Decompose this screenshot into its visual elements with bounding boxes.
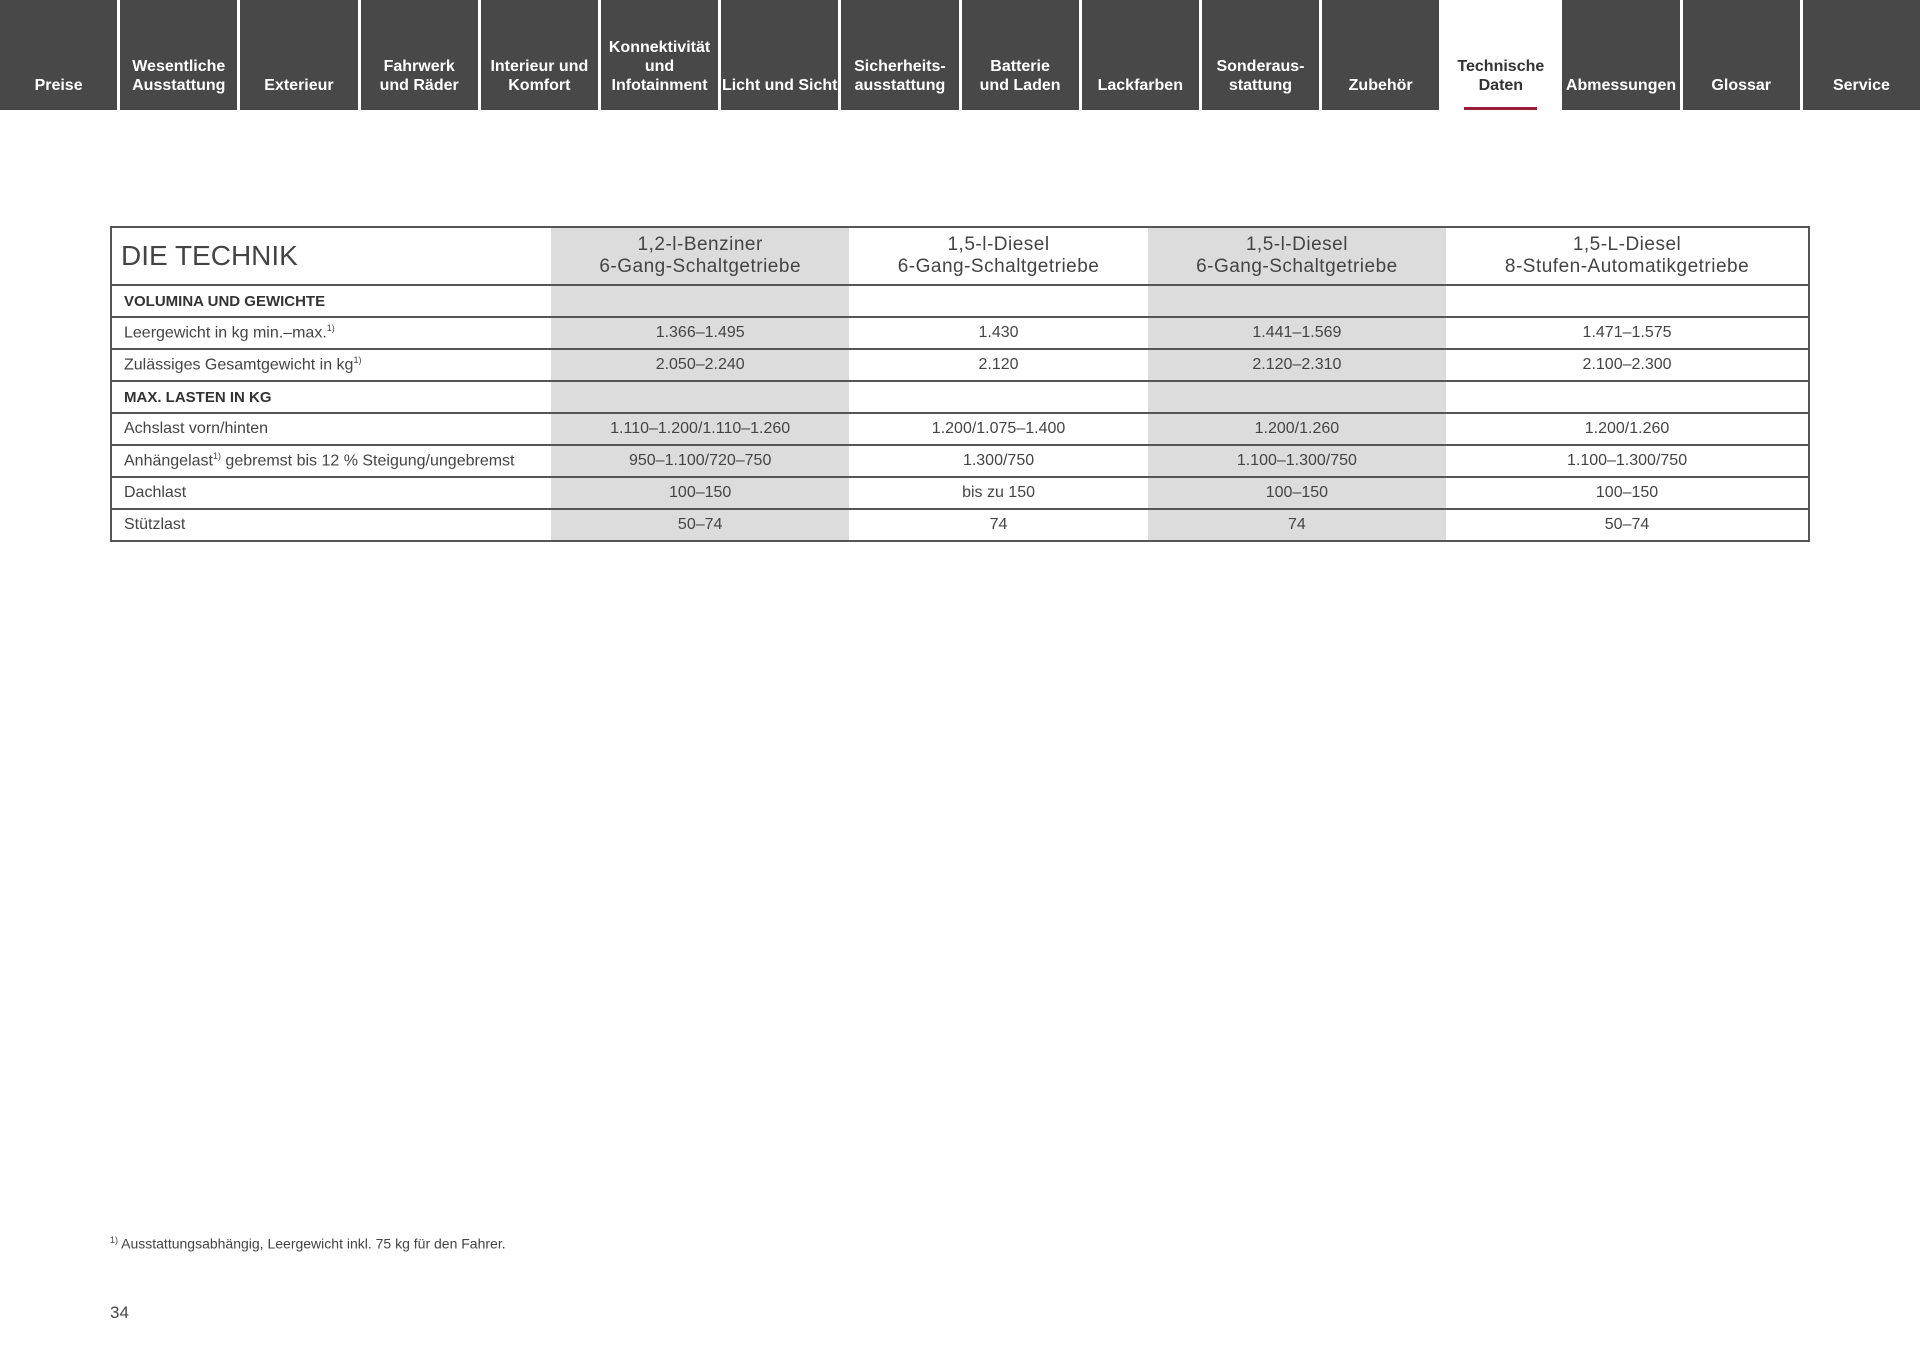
tab-technische[interactable]: Technische Daten [1442, 0, 1560, 110]
row-label: VOLUMINA UND GEWICHTE [111, 284, 551, 317]
table-cell: 100–150 [551, 476, 850, 509]
tab-fahrwerk[interactable]: Fahrwerk und Räder [360, 0, 478, 110]
row-label: Dachlast [111, 476, 551, 509]
table-cell: 74 [849, 508, 1148, 541]
tab-lackfarben[interactable]: Lackfarben [1081, 0, 1199, 110]
table-row: Achslast vorn/hinten 1.110–1.200/1.110–1.… [111, 412, 1809, 445]
table-cell: 50–74 [551, 508, 850, 541]
column-header: 1,5-l-Diesel 6-Gang-Schaltgetriebe [1147, 227, 1447, 285]
tab-sicherheits-[interactable]: Sicherheits- ausstattung [841, 0, 959, 110]
footnote: 1) Ausstattungsabhängig, Leergewicht ink… [110, 1235, 506, 1252]
column-header: 1,5-l-Diesel 6-Gang-Schaltgetriebe [897, 234, 1100, 277]
table-cell: 1.441–1.569 [1147, 316, 1447, 349]
table-cell: 1.110–1.200/1.110–1.260 [551, 412, 850, 445]
section-row: VOLUMINA UND GEWICHTE [111, 284, 1809, 317]
table-title: DIE TECHNIK [121, 240, 298, 271]
table-cell: 100–150 [1147, 476, 1447, 509]
row-label: Achslast vorn/hinten [111, 412, 551, 445]
row-label: Leergewicht in kg min.–max.1) [111, 316, 551, 349]
tab-service[interactable]: Service [1802, 0, 1920, 110]
table-cell: 1.100–1.300/750 [1147, 444, 1447, 477]
tab-batterie[interactable]: Batterie und Laden [961, 0, 1079, 110]
table-cell [1147, 284, 1447, 317]
table-cell: 74 [1147, 508, 1447, 541]
table-cell: 950–1.100/720–750 [551, 444, 850, 477]
table-cell: 1.366–1.495 [551, 316, 850, 349]
column-header: 1,5-L-Diesel 8-Stufen-Automatikgetriebe [1504, 234, 1750, 277]
row-label: Stützlast [111, 508, 551, 541]
row-label: Anhängelast1) gebremst bis 12 % Steigung… [111, 444, 551, 477]
table-cell: 50–74 [1446, 508, 1809, 541]
table-cell: 1.430 [849, 316, 1148, 349]
tab-preise[interactable]: Preise [0, 0, 118, 110]
table-cell: 1.300/750 [849, 444, 1148, 477]
table-cell: 2.120 [849, 348, 1148, 381]
table-row: Stützlast 50–74 74 74 50–74 [111, 508, 1809, 541]
tab-abmessungen[interactable]: Abmessungen [1562, 0, 1680, 110]
table-cell: 100–150 [1446, 476, 1809, 509]
table-cell: 1.200/1.260 [1147, 412, 1447, 445]
tab-licht-und-sicht[interactable]: Licht und Sicht [721, 0, 839, 110]
row-label: Zulässiges Gesamtgewicht in kg1) [111, 348, 551, 381]
table-row: Leergewicht in kg min.–max.1) 1.366–1.495… [111, 316, 1809, 349]
table-row: Zulässiges Gesamtgewicht in kg1) 2.050–2.… [111, 348, 1809, 381]
table-cell: 1.200/1.075–1.400 [849, 412, 1148, 445]
table-cell [1147, 380, 1447, 413]
tab-wesentliche[interactable]: Wesentliche Ausstattung [120, 0, 238, 110]
table-cell: bis zu 150 [849, 476, 1148, 509]
table-cell [1446, 380, 1809, 413]
table-header: DIE TECHNIK 1,2-l-Benziner 6-Gang-Schaltge… [111, 227, 1809, 285]
page-number: 34 [110, 1303, 129, 1322]
tab-konnektivität[interactable]: Konnektivität und Infotainment [600, 0, 719, 110]
tech-table: DIE TECHNIK 1,2-l-Benziner 6-Gang-Schaltge… [110, 226, 1810, 542]
tab-exterieur[interactable]: Exterieur [240, 0, 358, 110]
tab-glossar[interactable]: Glossar [1682, 0, 1800, 110]
tab-interieur-und[interactable]: Interieur und Komfort [480, 0, 598, 110]
table-cell: 1.200/1.260 [1446, 412, 1809, 445]
table-cell: 1.471–1.575 [1446, 316, 1809, 349]
tab-zubehör[interactable]: Zubehör [1322, 0, 1440, 110]
table-cell [849, 284, 1148, 317]
table-cell: 2.120–2.310 [1147, 348, 1447, 381]
tab-sonderaus-[interactable]: Sonderaus- stattung [1201, 0, 1320, 110]
table-cell [551, 284, 850, 317]
table-cell [849, 380, 1148, 413]
table-cell [551, 380, 850, 413]
table-cell: 1.100–1.300/750 [1446, 444, 1809, 477]
table-row: Dachlast 100–150 bis zu 150 100–150 100–150 [111, 476, 1809, 509]
table-cell: 2.050–2.240 [551, 348, 850, 381]
table-cell: 2.100–2.300 [1446, 348, 1809, 381]
row-label: MAX. LASTEN IN KG [111, 380, 551, 413]
table-cell [1446, 284, 1809, 317]
section-nav: Preise Wesentliche Ausstattung Exterieur Fa… [0, 0, 1920, 110]
column-header: 1,2-l-Benziner 6-Gang-Schaltgetriebe [551, 227, 850, 285]
section-row: MAX. LASTEN IN KG [111, 380, 1809, 413]
table-row: Anhängelast1) gebremst bis 12 % Steigung… [111, 444, 1809, 477]
